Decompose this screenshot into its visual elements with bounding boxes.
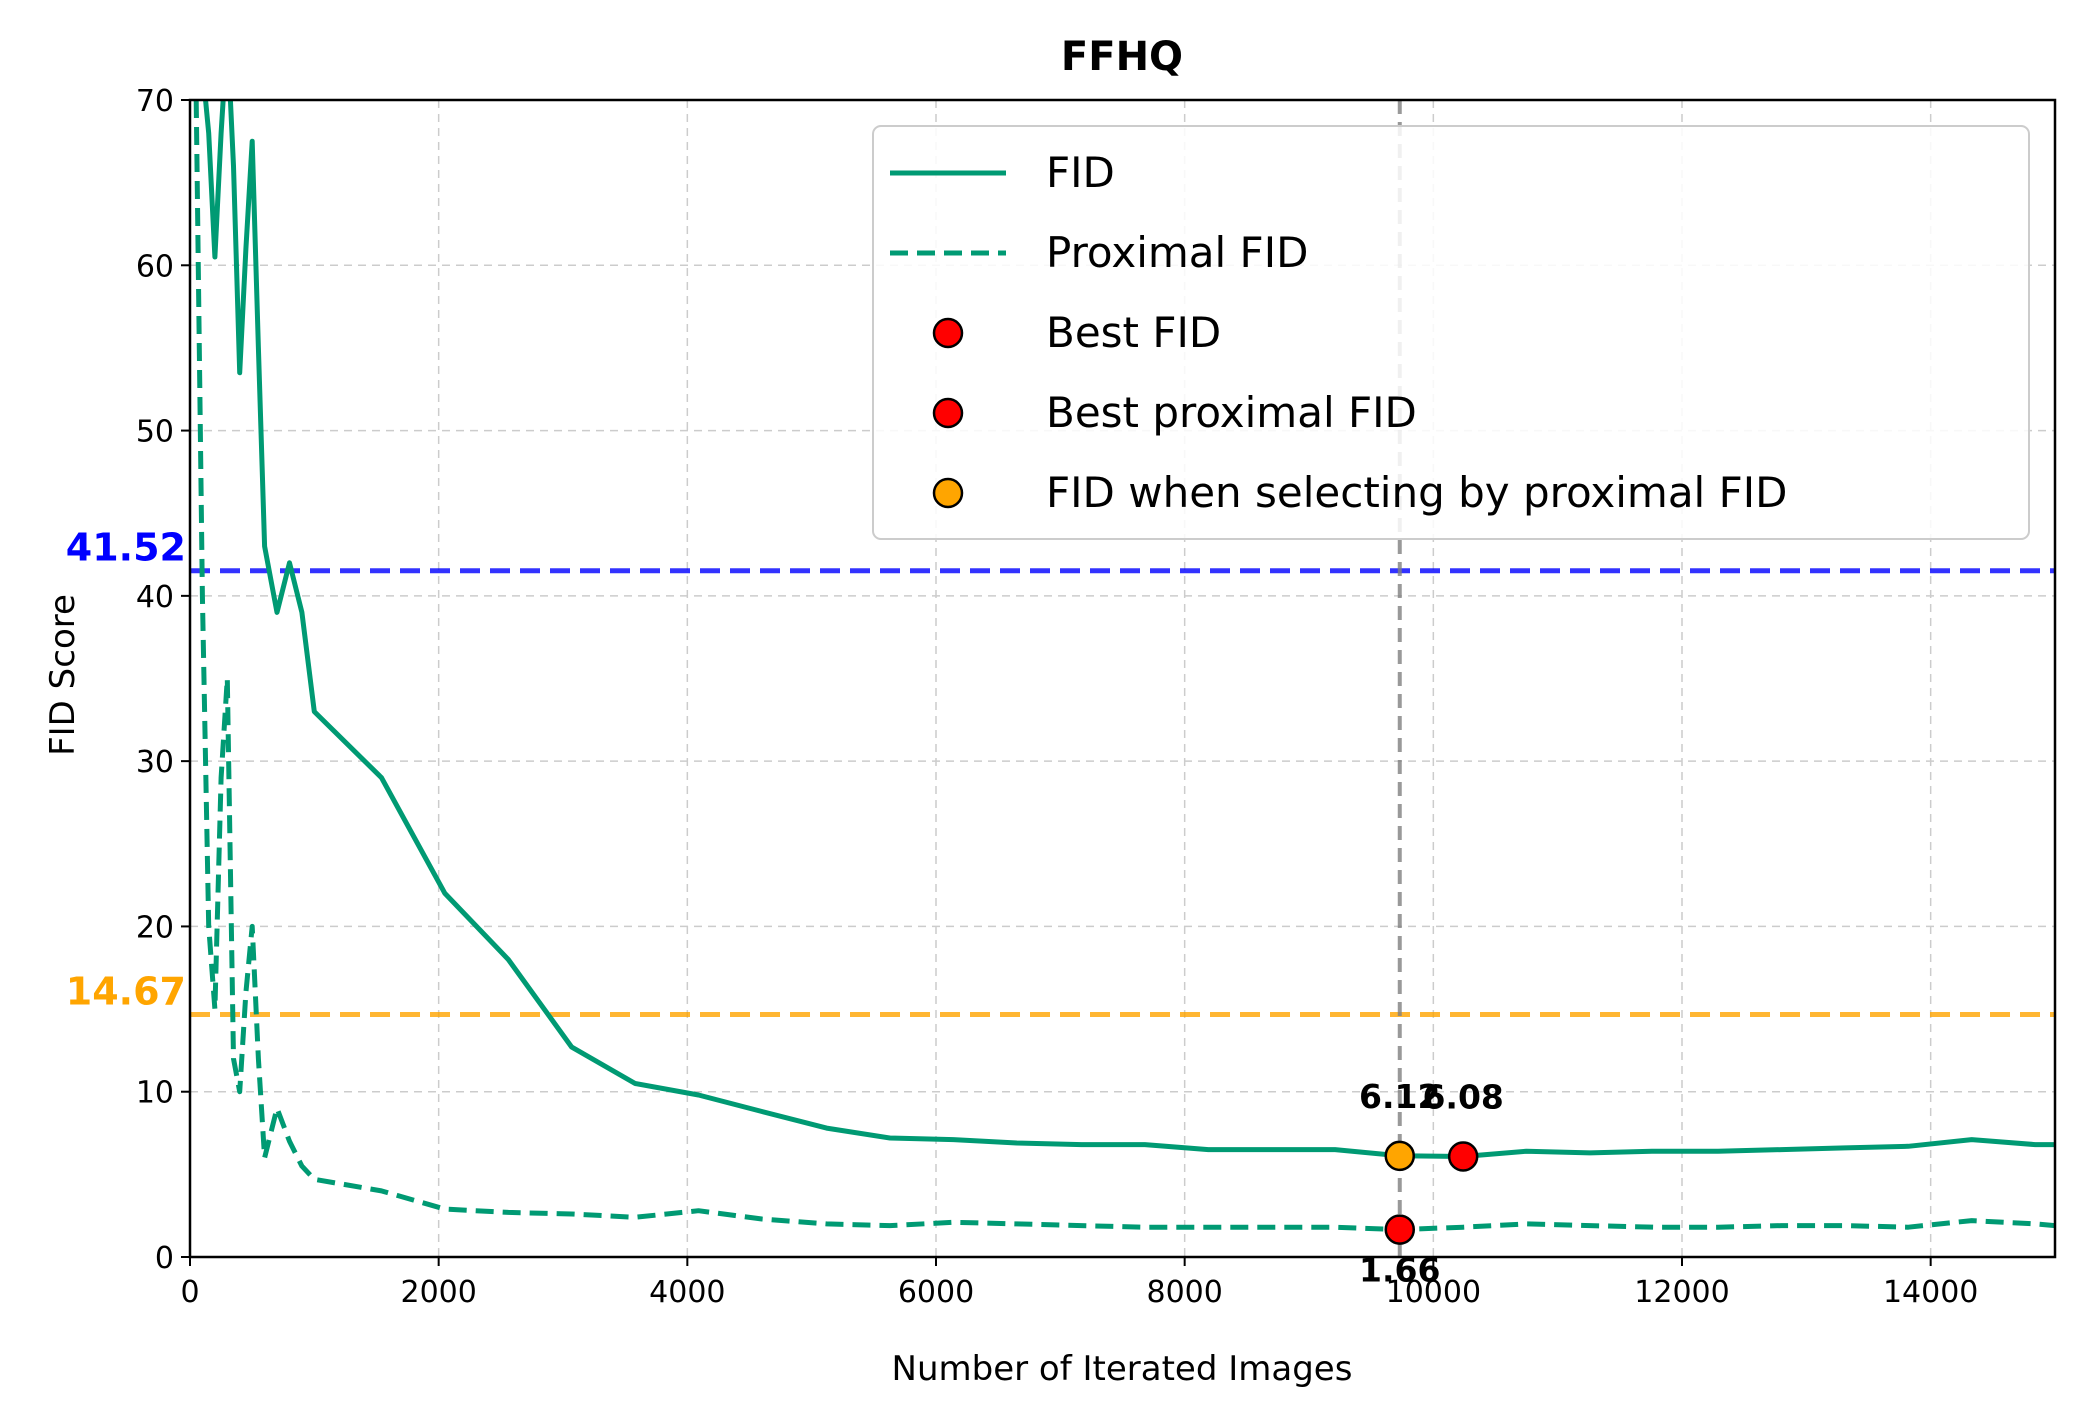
marker-value-label: 6.12 — [1359, 1077, 1440, 1116]
x-tick-label: 12000 — [1634, 1275, 1729, 1310]
y-axis-label: FID Score — [43, 594, 83, 756]
chart-labels: FFHQ Number of Iterated Images FID Score — [43, 34, 1352, 1389]
y-tick-label: 0 — [155, 1241, 174, 1276]
legend-entry-label: Best proximal FID — [1046, 388, 1417, 437]
y-tick-label: 50 — [136, 415, 174, 450]
marker-point — [1384, 1140, 1416, 1172]
x-axis-label: Number of Iterated Images — [892, 1349, 1353, 1389]
y-tick-label: 70 — [136, 84, 174, 119]
legend-entry-label: Proximal FID — [1046, 228, 1308, 277]
x-tick-label: 10000 — [1386, 1275, 1481, 1310]
legend-entry-label: FID when selecting by proximal FID — [1046, 468, 1787, 517]
chart-title: FFHQ — [1061, 34, 1183, 80]
point-markers: 6.081.666.12 — [1359, 1077, 1504, 1290]
x-tick-label: 2000 — [400, 1275, 476, 1310]
x-tick-label: 4000 — [649, 1275, 725, 1310]
x-tick-label: 6000 — [898, 1275, 974, 1310]
series-lines — [193, 100, 2055, 1233]
y-tick-label: 40 — [136, 580, 174, 615]
y-tick-label: 10 — [136, 1076, 174, 1111]
legend: FID Proximal FID Best FID Best proximal FID… — [872, 125, 2030, 540]
legend-marker-swatch — [932, 397, 964, 429]
fid-line — [196, 100, 2055, 1159]
legend-marker-swatch — [932, 477, 964, 509]
proximal-fid-line — [193, 100, 2055, 1233]
y-tick-label: 30 — [136, 745, 174, 780]
marker-value-label: 6.08 — [1422, 1078, 1503, 1117]
plot-frame — [188, 98, 2057, 1259]
legend-marker-swatch — [932, 317, 964, 349]
reference-line-label: 41.52 — [66, 526, 186, 570]
legend-entry-label: FID — [1046, 148, 1115, 197]
reference-line-label: 14.67 — [66, 970, 186, 1014]
x-tick-label: 14000 — [1883, 1275, 1978, 1310]
legend-box — [872, 125, 2030, 540]
y-tick-label: 20 — [136, 910, 174, 945]
reference-lines: 41.52 14.67 — [66, 100, 2055, 1257]
marker-point — [1384, 1214, 1416, 1245]
y-tick-label: 60 — [136, 249, 174, 284]
legend-entry-label: Best FID — [1046, 308, 1221, 357]
x-tick-label: 0 — [180, 1275, 199, 1310]
x-tick-label: 8000 — [1146, 1275, 1222, 1310]
marker-point — [1447, 1141, 1479, 1172]
axes: 0 2000 4000 6000 8000 10000 12000 14000 0 10 20 30 4… — [136, 84, 2057, 1310]
